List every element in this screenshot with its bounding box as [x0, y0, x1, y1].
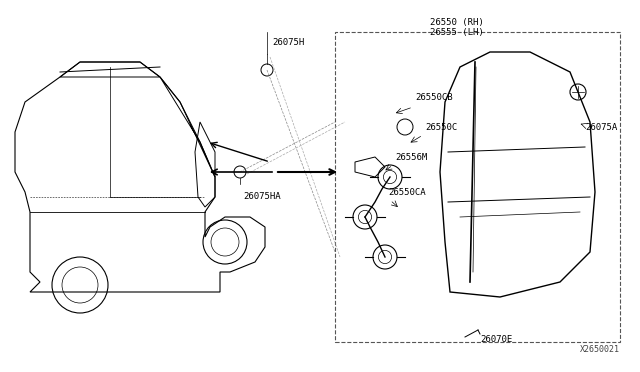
Text: 26070E: 26070E: [480, 335, 512, 344]
Text: 26550C: 26550C: [425, 123, 457, 132]
Text: 26550 (RH): 26550 (RH): [430, 18, 484, 27]
Text: X2650021: X2650021: [580, 345, 620, 354]
Text: 26555 (LH): 26555 (LH): [430, 28, 484, 37]
Text: 26075H: 26075H: [272, 38, 304, 47]
Text: 26550CB: 26550CB: [415, 93, 452, 102]
Bar: [335, 32, 620, 342]
Text: 26075A: 26075A: [585, 123, 617, 132]
Text: 26075HA: 26075HA: [243, 192, 280, 201]
Text: 26550CA: 26550CA: [388, 188, 426, 197]
Text: 26556M: 26556M: [395, 153, 428, 162]
